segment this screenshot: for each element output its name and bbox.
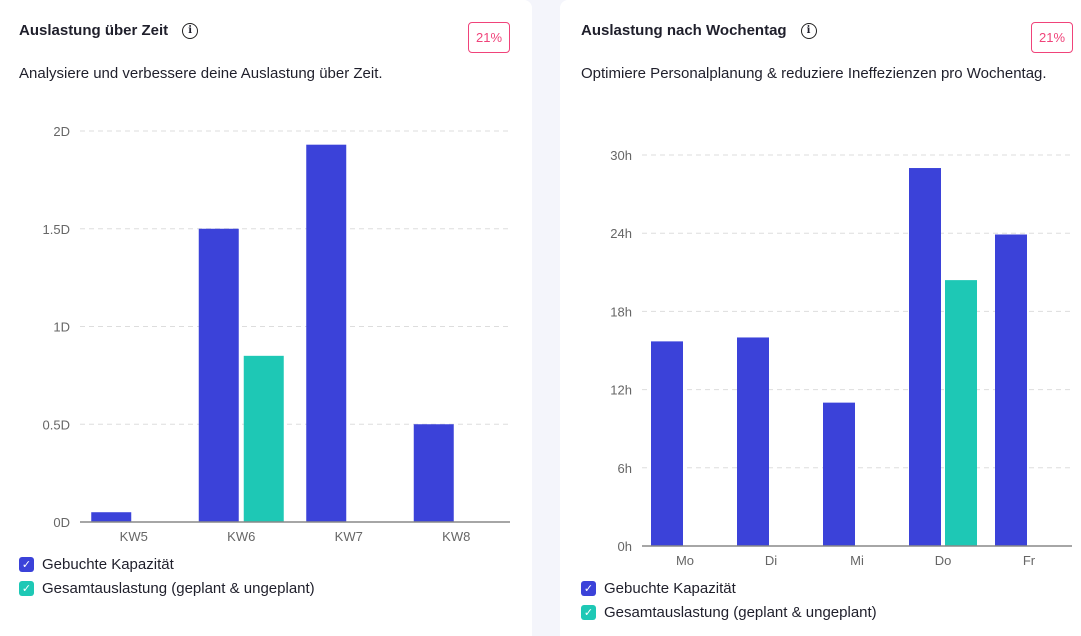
y-tick-label: 1.5D — [43, 222, 70, 237]
x-tick-label: KW5 — [120, 529, 148, 544]
percentage-badge: 21% — [1031, 22, 1073, 53]
legend: ✓ Gebuchte Kapazität ✓ Gesamtauslastung (g… — [19, 552, 315, 600]
checkbox-icon[interactable]: ✓ — [19, 556, 34, 572]
y-tick-label: 24h — [610, 226, 632, 241]
checkbox-icon[interactable]: ✓ — [581, 604, 596, 620]
y-tick-label: 0h — [618, 539, 632, 554]
title-text: Auslastung über Zeit — [19, 22, 169, 39]
legend-label: Gebuchte Kapazität — [42, 555, 174, 573]
checkbox-icon[interactable]: ✓ — [19, 580, 34, 596]
x-tick-label: Mi — [850, 553, 864, 568]
bar-booked — [651, 341, 683, 546]
panel-description: Optimiere Personalplanung & reduziere In… — [581, 65, 1047, 82]
panel-title: Auslastung nach Wochentag i — [581, 22, 817, 39]
panel-auslastung-zeit: Auslastung über Zeit i 21% Analysiere und… — [0, 0, 532, 636]
percentage-badge: 21% — [468, 22, 510, 53]
x-tick-label: KW7 — [335, 529, 363, 544]
bar-booked — [198, 228, 239, 522]
legend-item-booked[interactable]: ✓ Gebuchte Kapazität — [19, 552, 315, 576]
legend-label: Gesamtauslastung (geplant & ungeplant) — [604, 603, 877, 621]
bar-booked — [306, 144, 347, 522]
panel-title: Auslastung über Zeit i — [19, 22, 199, 39]
x-tick-label: Do — [935, 553, 952, 568]
y-tick-label: 6h — [618, 461, 632, 476]
y-tick-label: 1D — [53, 320, 70, 335]
x-tick-label: Di — [765, 553, 777, 568]
bar-booked — [737, 337, 769, 546]
y-tick-label: 2D — [53, 124, 70, 139]
bar-booked — [909, 168, 941, 547]
legend-item-total[interactable]: ✓ Gesamtauslastung (geplant & ungeplant) — [19, 576, 315, 600]
y-tick-label: 18h — [610, 304, 632, 319]
chart-by-weekday: 0h 6h 12h 18h 24h 30h Mo Di Mi Do Fr — [610, 148, 1072, 568]
y-tick-label: 12h — [610, 383, 632, 398]
bar-total — [945, 280, 977, 546]
panel-description: Analysiere und verbessere deine Auslastu… — [19, 65, 383, 82]
legend-label: Gebuchte Kapazität — [604, 579, 736, 597]
info-icon[interactable]: i — [800, 22, 817, 39]
legend-item-total[interactable]: ✓ Gesamtauslastung (geplant & ungeplant) — [581, 600, 877, 624]
bar-booked — [823, 402, 855, 546]
y-tick-label: 0.5D — [43, 417, 70, 432]
x-tick-label: Mo — [676, 553, 694, 568]
bar-booked — [995, 234, 1027, 546]
chart-over-time: 0D 0.5D 1D 1.5D 2D KW5 KW6 KW7 KW8 — [43, 124, 510, 544]
panel-auslastung-wochentag: Auslastung nach Wochentag i 21% Optimiere… — [560, 0, 1081, 636]
y-tick-label: 0D — [53, 515, 70, 530]
legend: ✓ Gebuchte Kapazität ✓ Gesamtauslastung (g… — [581, 576, 877, 624]
title-text: Auslastung nach Wochentag — [581, 22, 787, 39]
x-tick-label: Fr — [1023, 553, 1036, 568]
checkbox-icon[interactable]: ✓ — [581, 580, 596, 596]
info-icon[interactable]: i — [182, 22, 199, 39]
y-tick-label: 30h — [610, 148, 632, 163]
bar-booked — [413, 424, 454, 522]
bar-total — [243, 355, 284, 522]
legend-item-booked[interactable]: ✓ Gebuchte Kapazität — [581, 576, 877, 600]
legend-label: Gesamtauslastung (geplant & ungeplant) — [42, 579, 315, 597]
x-tick-label: KW8 — [442, 529, 470, 544]
bar-booked — [91, 512, 132, 522]
x-tick-label: KW6 — [227, 529, 255, 544]
